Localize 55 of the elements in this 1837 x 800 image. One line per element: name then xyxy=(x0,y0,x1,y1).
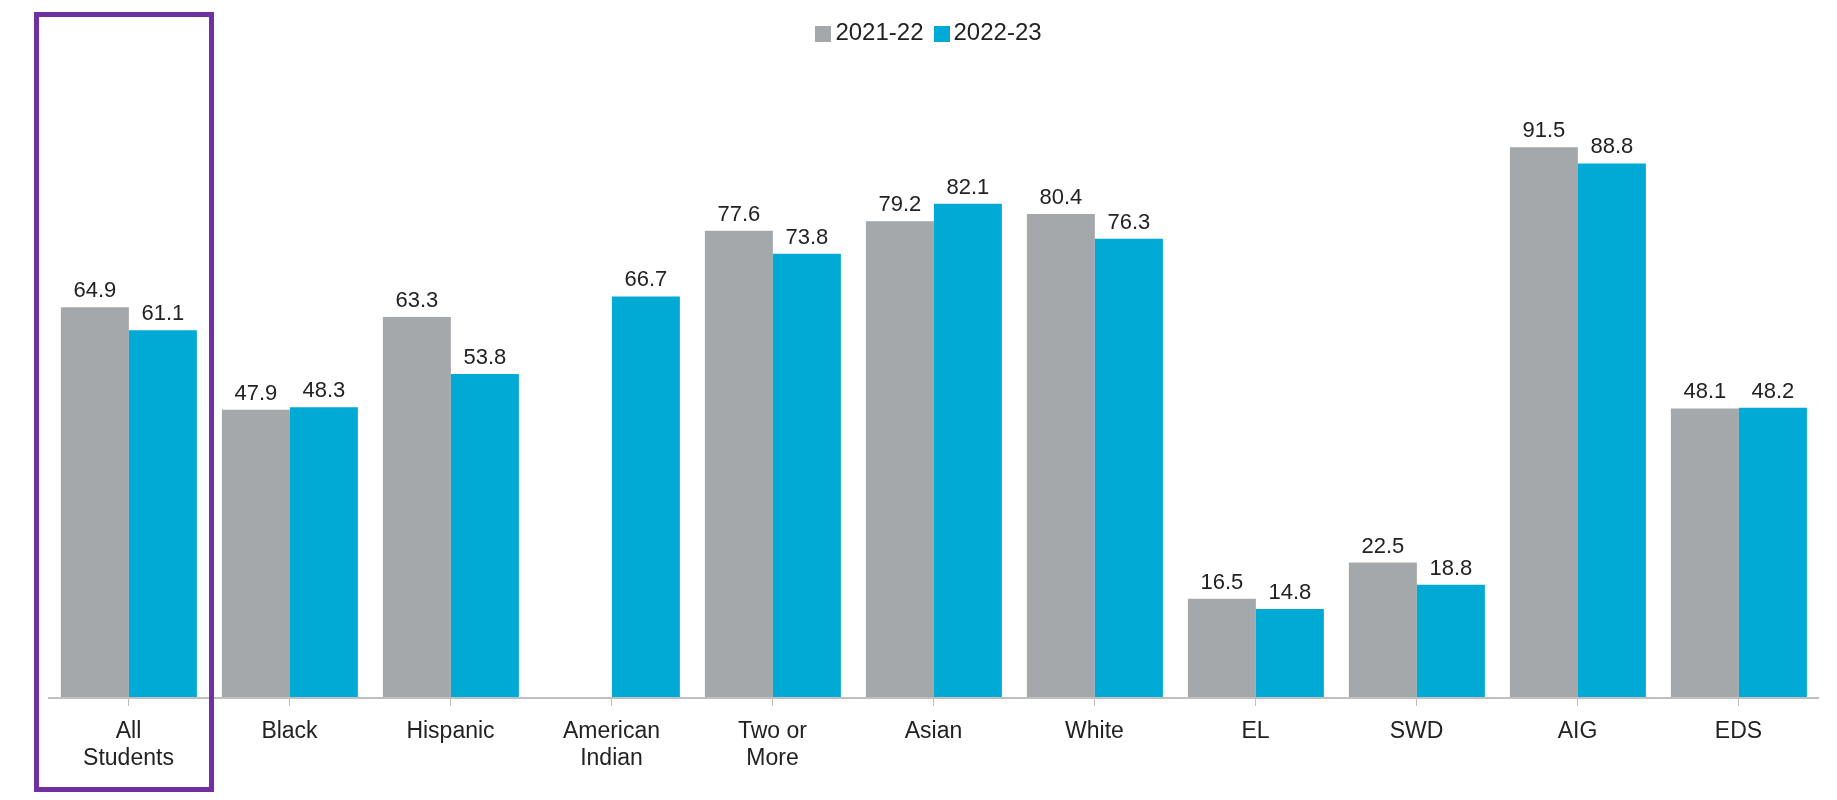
data-label: 48.1 xyxy=(1683,378,1727,404)
bar xyxy=(1094,238,1163,698)
data-label: 53.8 xyxy=(463,344,507,370)
x-tick-label: Asian xyxy=(904,717,963,743)
x-tick-label: EL xyxy=(1241,717,1270,743)
data-label: 82.1 xyxy=(946,173,990,199)
bar xyxy=(221,409,290,698)
data-label: 14.8 xyxy=(1268,578,1312,604)
x-tick-label: Black xyxy=(261,717,319,743)
bar xyxy=(1738,407,1807,698)
data-label: 76.3 xyxy=(1107,208,1151,234)
bar xyxy=(772,253,841,698)
x-tick-label: All Students xyxy=(83,717,174,770)
x-tick-label: White xyxy=(1065,717,1124,743)
bar xyxy=(289,407,358,698)
x-tick-label: American Indian xyxy=(562,717,661,770)
x-tick-label: SWD xyxy=(1389,717,1444,743)
data-label: 48.3 xyxy=(302,377,346,403)
data-label: 18.8 xyxy=(1429,554,1473,580)
bar xyxy=(865,221,934,698)
bar xyxy=(60,307,129,698)
data-label: 63.3 xyxy=(395,286,439,312)
x-tick-label: Hispanic xyxy=(406,717,495,743)
data-label: 47.9 xyxy=(234,379,278,405)
bar xyxy=(1509,147,1578,698)
legend-label: 2022-23 xyxy=(953,18,1042,45)
data-label: 64.9 xyxy=(73,277,117,303)
bar xyxy=(1670,408,1739,698)
bar xyxy=(382,316,451,698)
data-label: 91.5 xyxy=(1522,117,1566,143)
bar xyxy=(611,296,680,698)
data-label: 77.6 xyxy=(717,200,761,226)
bar xyxy=(704,230,773,698)
bar xyxy=(933,203,1002,698)
x-tick-label: AIG xyxy=(1557,717,1598,743)
data-label: 79.2 xyxy=(878,191,922,217)
bar xyxy=(1187,598,1256,698)
data-label: 48.2 xyxy=(1751,377,1795,403)
bar xyxy=(128,330,197,698)
x-tick-label: Two or More xyxy=(737,717,808,770)
x-tick-label: EDS xyxy=(1714,717,1763,743)
data-label: 80.4 xyxy=(1039,183,1083,209)
data-label: 16.5 xyxy=(1200,568,1244,594)
bar xyxy=(1026,213,1095,698)
data-label: 73.8 xyxy=(785,223,829,249)
bar xyxy=(1348,562,1417,698)
legend-label: 2021-22 xyxy=(835,18,924,45)
bar xyxy=(1255,608,1324,698)
data-label: 22.5 xyxy=(1361,532,1405,558)
bar xyxy=(450,374,519,698)
bar xyxy=(1577,163,1646,698)
data-label: 61.1 xyxy=(141,300,185,326)
data-label: 66.7 xyxy=(624,266,668,292)
bar xyxy=(1416,584,1485,698)
data-label: 88.8 xyxy=(1590,133,1634,159)
